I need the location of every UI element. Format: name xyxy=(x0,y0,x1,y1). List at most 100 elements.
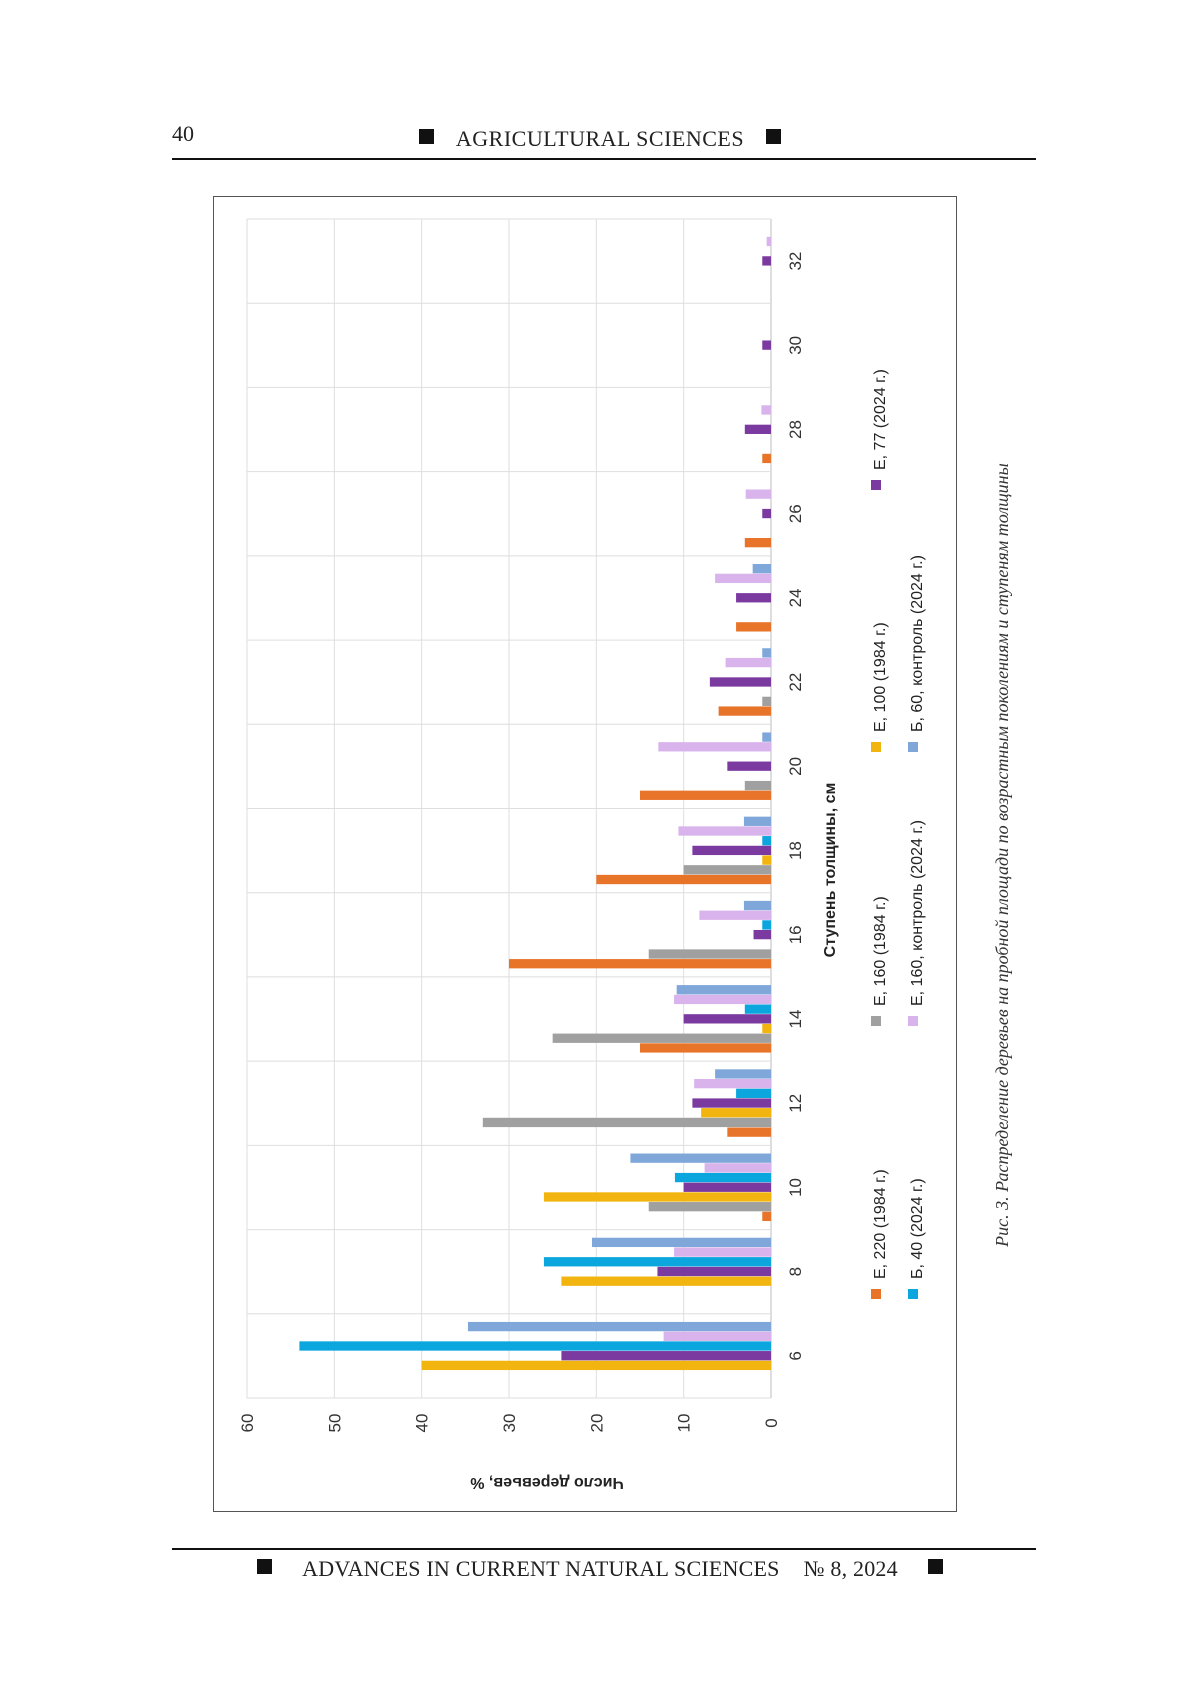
bar xyxy=(744,424,771,434)
header-rule xyxy=(172,158,1036,160)
y-tick-label: 20 xyxy=(587,1414,606,1433)
journal-header: AGRICULTURAL SCIENCES xyxy=(0,126,1200,152)
bar xyxy=(591,1237,771,1248)
x-tick-label: 10 xyxy=(786,1178,805,1197)
bar xyxy=(640,1043,771,1053)
figure-caption: Рис. 3. Распределение деревьев на пробно… xyxy=(992,463,1012,1248)
y-tick-label: 40 xyxy=(413,1414,432,1433)
legend-label: Е, 160 (1984 г.) xyxy=(872,896,889,1006)
legend-label: Е, 220 (1984 г.) xyxy=(872,1169,889,1279)
x-tick-label: 8 xyxy=(786,1267,805,1276)
bar xyxy=(762,696,771,707)
legend-swatch xyxy=(871,742,881,752)
bar xyxy=(683,865,771,875)
bar xyxy=(630,1153,771,1163)
tick-labels: 0 10 20 30 40 50 60 6 8 10 12 14 16 18 20 22 24 26 28 30 32 xyxy=(238,252,805,1433)
x-tick-label: 24 xyxy=(786,589,805,608)
y-tick-label: 60 xyxy=(238,1414,257,1433)
bar xyxy=(762,1211,771,1222)
bar xyxy=(509,959,771,969)
bar xyxy=(674,1247,771,1257)
bar xyxy=(762,732,771,742)
y-tick-label: 30 xyxy=(500,1414,519,1433)
footer-square-right xyxy=(927,1559,943,1574)
y-tick-label: 50 xyxy=(325,1414,344,1433)
header-square-left xyxy=(418,129,434,144)
bars xyxy=(299,236,771,1371)
bar xyxy=(467,1321,771,1332)
y-axis-title: Число деревьев, % xyxy=(470,1474,623,1491)
x-tick-label: 6 xyxy=(786,1351,805,1360)
x-tick-label: 28 xyxy=(786,420,805,439)
bar xyxy=(736,622,771,632)
legend-label: Е, 100 (1984 г.) xyxy=(872,622,889,732)
bar xyxy=(543,1192,771,1202)
bar xyxy=(701,1108,771,1118)
x-tick-label: 30 xyxy=(786,336,805,355)
bar xyxy=(699,910,771,920)
x-tick-label: 26 xyxy=(786,504,805,523)
page-number: 40 xyxy=(172,121,194,146)
bar xyxy=(762,648,771,658)
legend-swatch xyxy=(871,480,881,490)
bar xyxy=(766,236,771,247)
bar xyxy=(727,761,771,771)
journal-section: AGRICULTURAL SCIENCES xyxy=(455,126,745,151)
legend-swatch xyxy=(908,1289,918,1299)
issue-number: № 8, 2024 xyxy=(803,1556,898,1581)
bar xyxy=(725,657,771,668)
bar xyxy=(596,874,771,885)
bar xyxy=(715,573,771,584)
journal-footer: ADVANCES IN CURRENT NATURAL SCIENCES № 8,… xyxy=(0,1556,1200,1582)
legend-swatch xyxy=(871,1016,881,1026)
bar xyxy=(762,340,771,350)
x-tick-label: 12 xyxy=(786,1094,805,1113)
y-tick-label: 10 xyxy=(675,1414,694,1433)
bar xyxy=(743,900,771,911)
bar xyxy=(657,1266,771,1277)
bar xyxy=(692,845,771,856)
x-axis-title: Ступень толщины, см xyxy=(822,783,839,958)
bar xyxy=(561,1351,771,1361)
bar xyxy=(482,1117,771,1128)
bar xyxy=(561,1276,771,1286)
bar xyxy=(745,489,771,499)
x-tick-label: 20 xyxy=(786,757,805,776)
bar xyxy=(752,564,771,574)
bar xyxy=(683,1014,771,1024)
bar xyxy=(648,1202,771,1212)
y-tick-label: 0 xyxy=(762,1418,781,1427)
legend-label: Е, 160, контроль (2024 г.) xyxy=(909,820,926,1006)
bar xyxy=(762,855,771,865)
grid-lines xyxy=(246,218,772,1399)
legend-label: Б, 40 (2024 г.) xyxy=(909,1178,926,1279)
legend-label: Б, 60, контроль (2024 г.) xyxy=(909,555,926,732)
bar xyxy=(753,929,771,940)
x-tick-label: 14 xyxy=(786,1010,805,1029)
legend-swatch xyxy=(871,1289,881,1299)
x-tick-label: 16 xyxy=(786,925,805,944)
bar xyxy=(762,920,771,930)
bar xyxy=(648,949,771,959)
bar xyxy=(678,826,771,836)
x-tick-label: 22 xyxy=(786,673,805,692)
bar xyxy=(676,985,771,995)
bar xyxy=(704,1163,771,1173)
bar xyxy=(674,994,771,1005)
bar xyxy=(709,677,771,687)
bar xyxy=(683,1182,771,1192)
bar xyxy=(674,1172,771,1183)
bar xyxy=(743,816,771,826)
bar xyxy=(543,1257,771,1267)
bar xyxy=(299,1341,771,1351)
legend: Е, 220 (1984 г.) Е, 160 (1984 г.) Е, 100 (… xyxy=(871,369,926,1299)
bar xyxy=(744,780,771,791)
journal-name: ADVANCES IN CURRENT NATURAL SCIENCES xyxy=(302,1556,780,1581)
bar xyxy=(421,1360,771,1371)
bar xyxy=(658,742,771,752)
bar xyxy=(736,593,771,603)
bar xyxy=(727,1127,771,1137)
footer-rule xyxy=(172,1548,1036,1550)
bar xyxy=(640,790,771,800)
x-tick-label: 18 xyxy=(786,841,805,860)
